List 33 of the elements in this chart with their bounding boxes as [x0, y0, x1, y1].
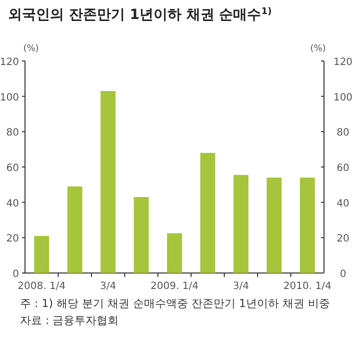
- x-tick-label: 2009. 1/4: [150, 281, 198, 292]
- x-tick-label: 2010. 1/4: [283, 281, 332, 292]
- y-tick-label: 0: [12, 269, 19, 280]
- chart-title: 외국인의 잔존만기 1년이하 채권 순매수$^{1)}$: [8, 7, 272, 23]
- bar: [167, 233, 182, 273]
- y-tick-label: 60: [6, 163, 19, 174]
- y2-tick-label: 100: [333, 92, 353, 104]
- y-axis-title: (%): [23, 44, 39, 54]
- text: 주 : 1) 해당 분기 채권 순매수액중 잔존만기 1년이하 채권 비중: [20, 297, 330, 310]
- bar: [300, 178, 315, 273]
- x-tick-label: 2008. 1/4: [18, 281, 66, 292]
- y-tick-label: 40: [6, 198, 19, 210]
- y2-tick-label: 0: [340, 269, 346, 280]
- bar: [67, 186, 82, 273]
- text: 자료 : 금융투자협회: [20, 314, 119, 327]
- bar: [100, 91, 116, 273]
- y2-tick-label: 80: [336, 128, 350, 139]
- y2-tick-label: 20: [336, 234, 350, 245]
- y2-tick-label: 120: [333, 57, 353, 68]
- x-tick-label: 3/4: [100, 281, 116, 292]
- bar: [200, 152, 216, 273]
- bar: [266, 178, 282, 273]
- bar: [233, 174, 248, 273]
- y2-tick-label: 40: [336, 198, 350, 210]
- y-tick-label: 20: [6, 234, 19, 245]
- bar: [134, 197, 149, 273]
- y-tick-label: 100: [0, 92, 19, 104]
- x-tick-label: 3/4: [232, 281, 249, 292]
- y2-tick-label: 60: [336, 163, 350, 174]
- y-tick-label: 120: [0, 57, 19, 68]
- bar: [34, 236, 50, 273]
- y-tick-label: 80: [6, 128, 19, 139]
- y2-axis-title: (%): [310, 44, 326, 54]
